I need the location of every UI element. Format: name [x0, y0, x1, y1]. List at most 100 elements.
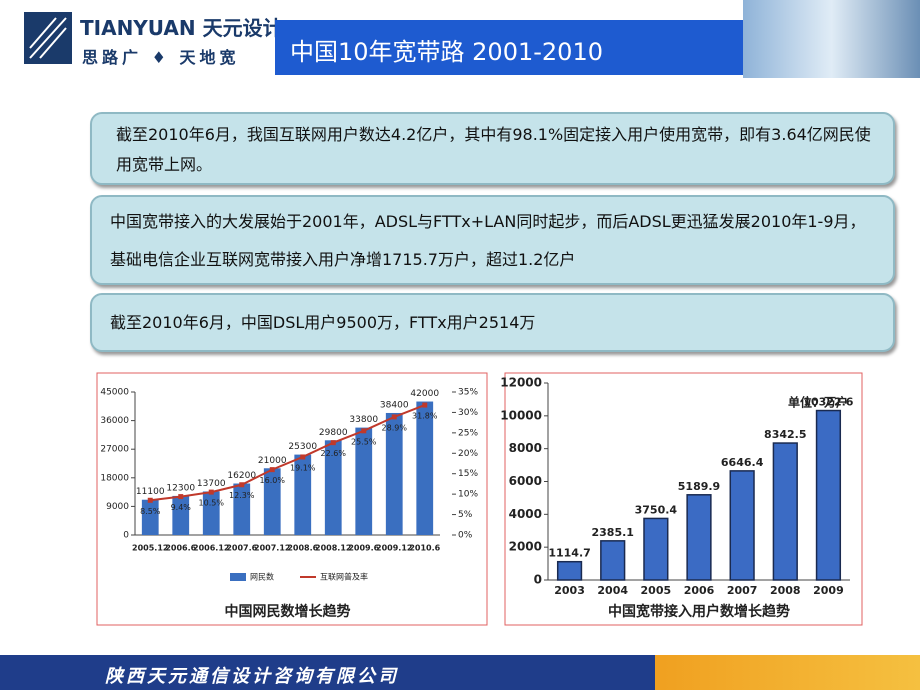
- x-tick-label: 2003: [554, 584, 585, 597]
- y-tick-label: 9000: [106, 502, 129, 512]
- header-photo: [743, 0, 920, 78]
- point: [269, 467, 275, 473]
- x-tick-label: 2009.6: [348, 544, 379, 553]
- point: [239, 482, 245, 488]
- point: [147, 497, 153, 503]
- data-label: 38400: [380, 400, 409, 410]
- x-tick-label: 2005.12: [132, 544, 168, 553]
- data-label: 1114.7: [548, 547, 590, 560]
- bar: [729, 470, 755, 581]
- x-tick-label: 2008.12: [315, 544, 351, 553]
- y2-tick-label: 0%: [458, 531, 473, 541]
- point: [300, 454, 306, 460]
- y-tick-label: 2000: [509, 540, 542, 554]
- bar: [556, 560, 583, 581]
- bar: [416, 401, 434, 535]
- bar: [815, 409, 842, 581]
- chart-frame: [504, 372, 863, 626]
- y-tick-label: 8000: [509, 441, 542, 455]
- y-tick-label: 10000: [500, 408, 542, 422]
- data-label: 31.8%: [412, 412, 438, 421]
- data-label: 9.4%: [171, 503, 192, 512]
- data-label: 8.5%: [140, 507, 161, 516]
- x-tick-label: 2007.12: [254, 544, 290, 553]
- x-tick-label: 2007.6: [226, 544, 257, 553]
- point: [422, 402, 428, 408]
- data-label: 3750.4: [635, 503, 678, 516]
- y2-tick-label: 20%: [458, 449, 478, 459]
- bar: [324, 440, 342, 535]
- data-label: 16200: [227, 471, 256, 481]
- data-label: 33800: [349, 415, 378, 425]
- data-label: 6646.4: [721, 456, 764, 469]
- header-title: 中国10年宽带路 2001-2010: [290, 38, 603, 66]
- point: [391, 414, 397, 420]
- logo-text: TIANYUAN 天元设计: [80, 16, 283, 40]
- data-label: 22.6%: [321, 449, 347, 458]
- x-tick-label: 2006.6: [165, 544, 196, 553]
- y2-tick-label: 35%: [458, 388, 478, 398]
- point: [330, 440, 336, 446]
- bar: [772, 442, 798, 581]
- data-label: 11100: [136, 487, 165, 497]
- point: [361, 428, 367, 434]
- bar: [141, 499, 159, 535]
- y-tick-label: 45000: [100, 388, 129, 398]
- data-label: 25.5%: [351, 437, 377, 446]
- x-tick-label: 2007: [727, 584, 758, 597]
- legend-swatch: [230, 573, 246, 581]
- data-label: 5189.9: [678, 480, 720, 493]
- x-tick-label: 2008.6: [287, 544, 318, 553]
- logo-icon: [24, 12, 72, 64]
- slogan: 思路广 ♦ 天地宽: [82, 48, 240, 67]
- x-tick-label: 2004: [597, 584, 628, 597]
- bar: [600, 540, 626, 581]
- bar: [385, 412, 403, 535]
- x-tick-label: 2005: [641, 584, 672, 597]
- data-label: 8342.5: [764, 428, 806, 441]
- data-label: 16.0%: [260, 476, 286, 485]
- logo-box: TIANYUAN 天元设计 思路广 ♦ 天地宽: [20, 8, 283, 70]
- point: [178, 494, 184, 500]
- y-tick-label: 18000: [100, 473, 129, 483]
- y2-tick-label: 25%: [458, 428, 478, 438]
- chart-title: 中国宽带接入用户数增长趋势: [608, 603, 790, 620]
- point: [208, 489, 214, 495]
- x-tick-label: 2009: [813, 584, 844, 597]
- footer-text: 陕西天元通信设计咨询有限公司: [105, 666, 399, 687]
- data-label: 19.1%: [290, 463, 316, 472]
- bar: [202, 491, 220, 535]
- data-label: 13700: [197, 479, 226, 489]
- y-tick-label: 27000: [100, 445, 129, 455]
- charts: 0 9000 18000 27000 36000 45000 0% 5% 10% 15% 20% 25…: [96, 372, 863, 626]
- data-label: 42000: [410, 389, 439, 399]
- y-tick-label: 0: [123, 531, 129, 541]
- bar: [294, 454, 312, 535]
- bar: [172, 495, 190, 535]
- line: [150, 404, 426, 502]
- data-label: 25300: [288, 442, 317, 452]
- data-label: 12300: [166, 483, 195, 493]
- legend-label: 网民数: [250, 572, 274, 582]
- bar: [233, 483, 251, 535]
- annotation: 单位：万户: [788, 395, 848, 410]
- chart-title: 中国网民数增长趋势: [225, 603, 351, 620]
- y-tick-label: 12000: [500, 376, 542, 390]
- y2-tick-label: 15%: [458, 469, 478, 479]
- text-box: 截至2010年6月，我国互联网用户数达4.2亿户，其中有98.1%固定接入用户使…: [90, 112, 895, 185]
- bar: [355, 427, 373, 535]
- y-tick-label: 6000: [509, 474, 542, 488]
- data-label: 10.5%: [199, 499, 225, 508]
- data-label: 2385.1: [591, 526, 633, 539]
- y-tick-label: 4000: [509, 507, 542, 521]
- data-label: 21000: [258, 456, 287, 466]
- y-tick-label: 36000: [100, 416, 129, 426]
- text-box: 中国宽带接入的大发展始于2001年，ADSL与FTTx+LAN同时起步，而后AD…: [90, 195, 895, 285]
- x-tick-label: 2008: [770, 584, 801, 597]
- x-tick-label: 2006.12: [193, 544, 229, 553]
- data-label: 28.9%: [382, 423, 408, 432]
- data-label: 10322.6: [803, 396, 853, 409]
- bar: [686, 494, 712, 581]
- x-tick-label: 2010.6: [409, 544, 440, 553]
